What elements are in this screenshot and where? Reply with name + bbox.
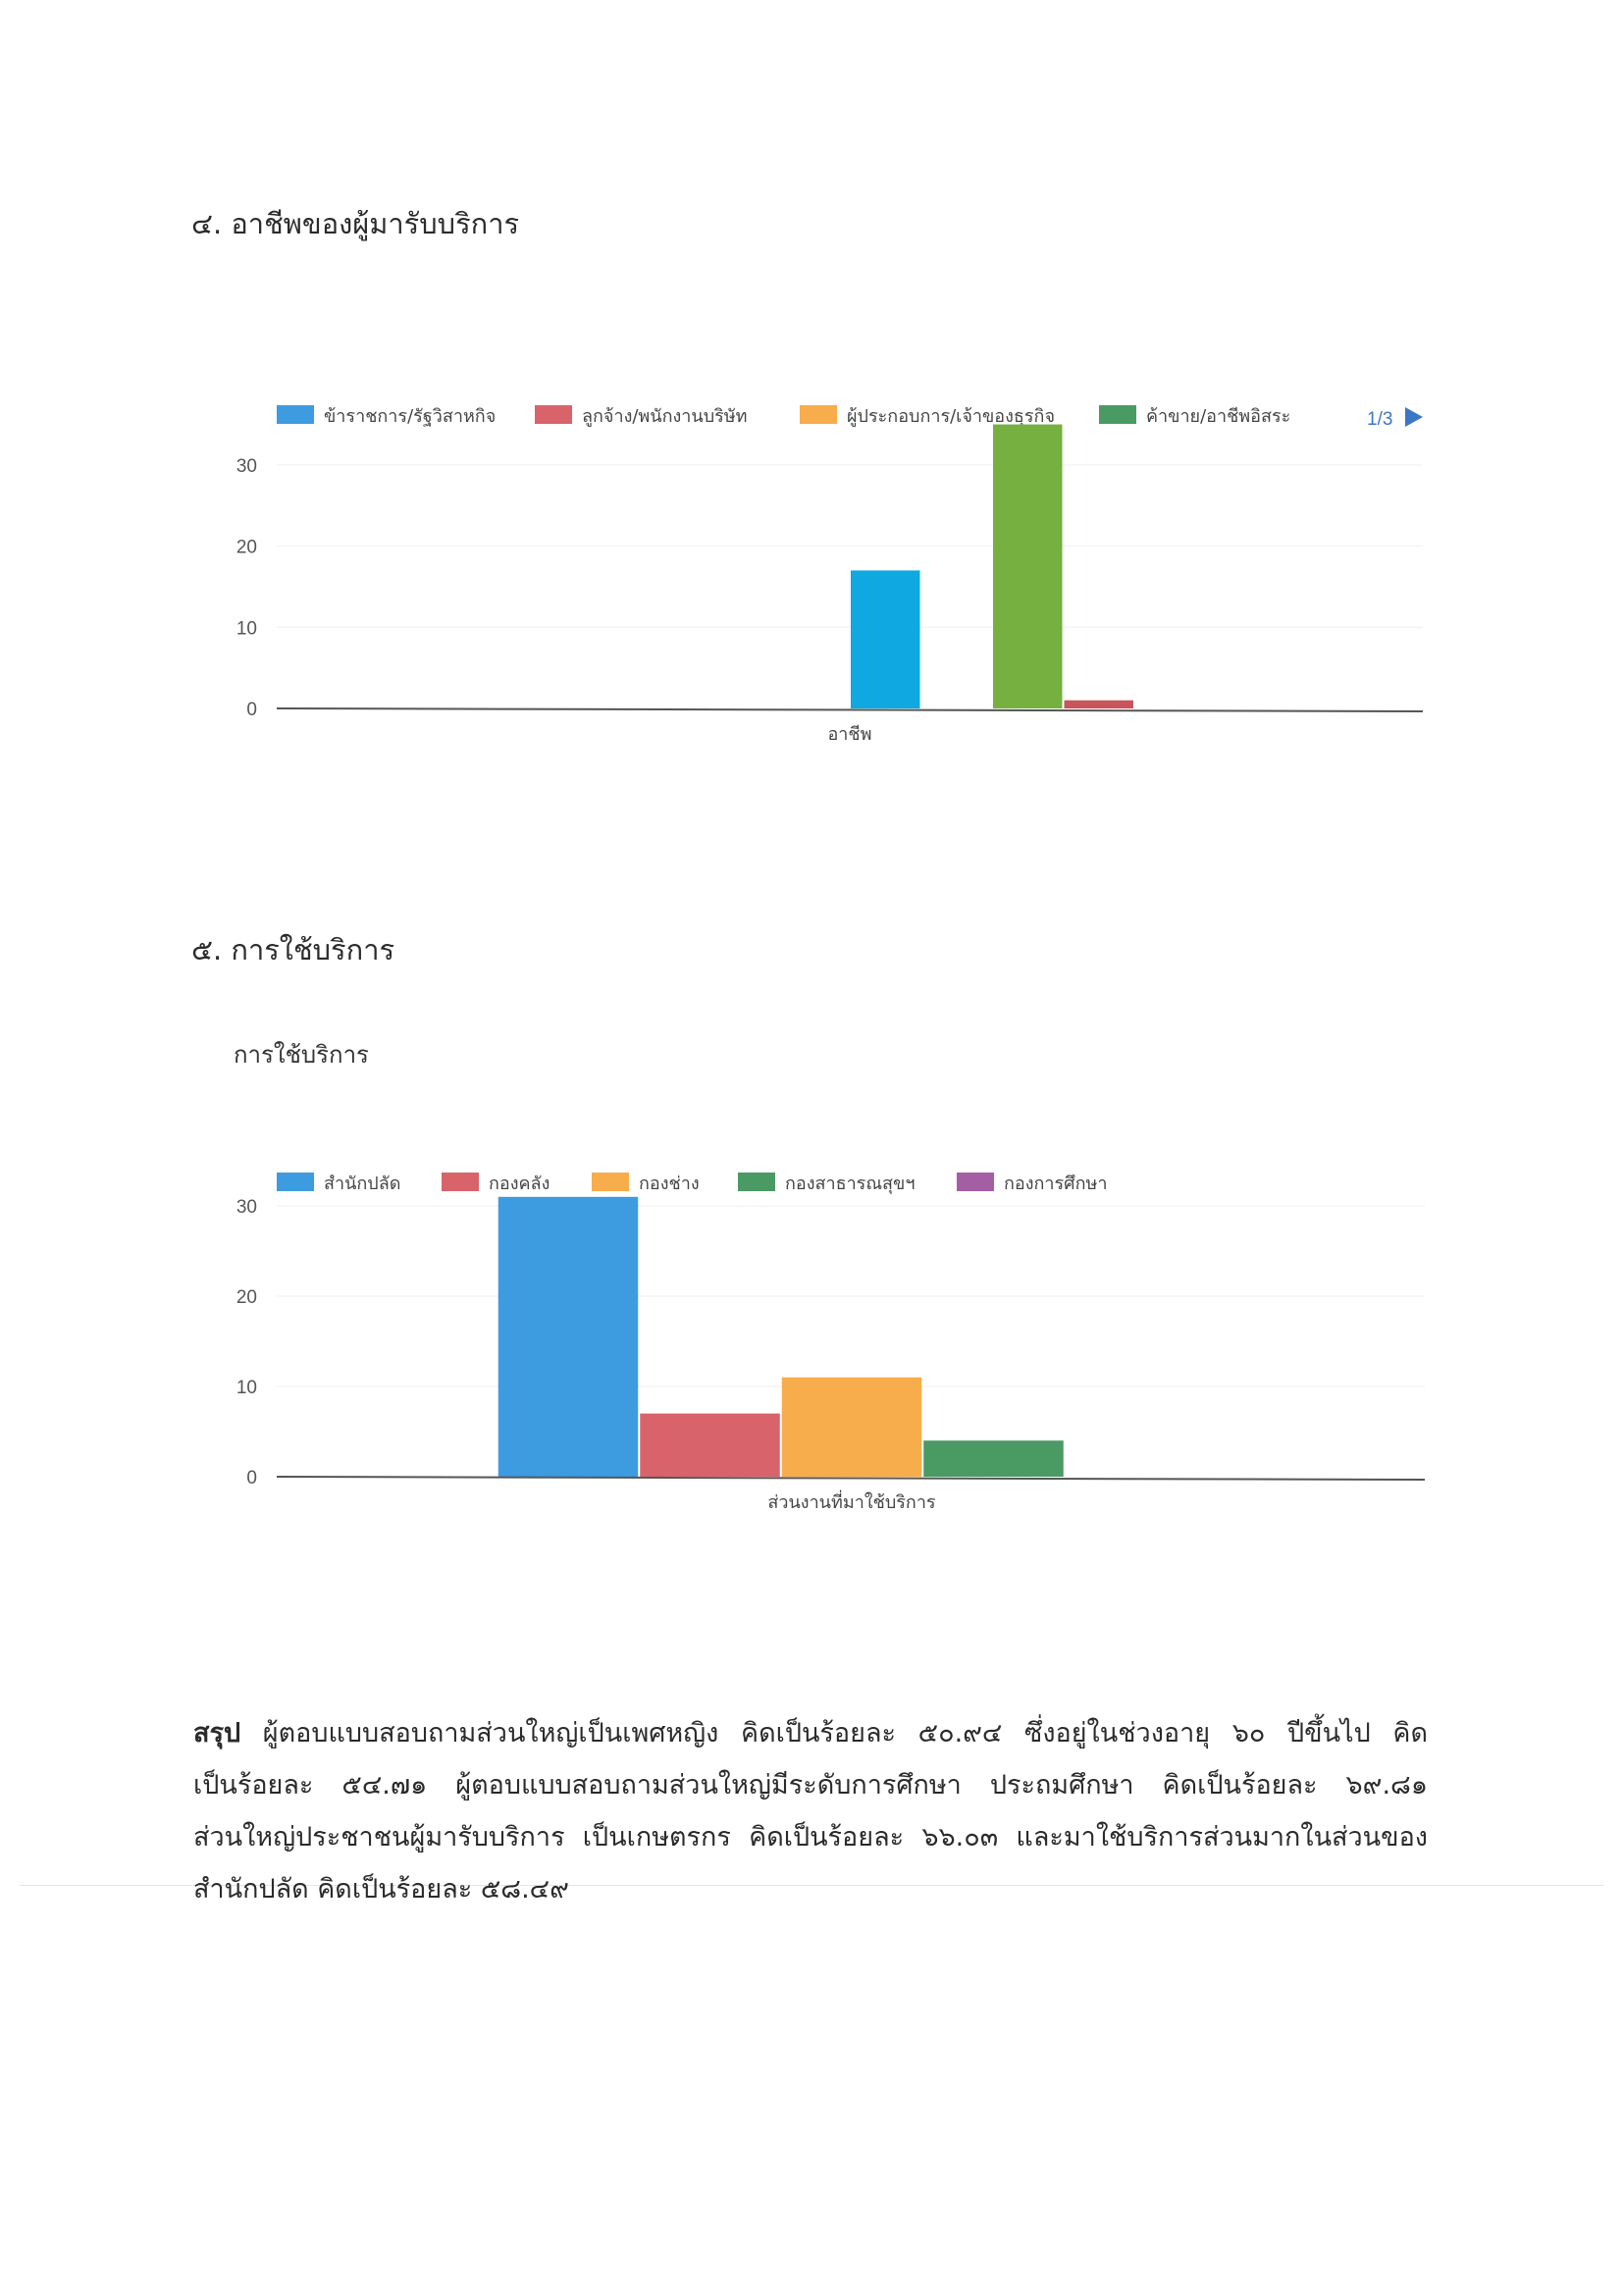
summary-text: ผู้ตอบแบบสอบถามส่วนใหญ่เป็นเพศหญิง คิดเป… (240, 1718, 1428, 1748)
legend-label: กองคลัง (489, 1174, 550, 1194)
legend-swatch (1099, 405, 1136, 424)
legend-label: ข้าราชการ/รัฐวิสาหกิจ (324, 406, 496, 427)
service-usage-bar-chart: 0 10 20 30 สำนักปลัด กองคลัง กองช่าง กองสาธารณส… (236, 1173, 1426, 1513)
legend-page-indicator: 1/3 (1367, 409, 1392, 430)
bar (923, 1440, 1064, 1477)
summary-label: สรุป (193, 1718, 241, 1748)
y-tick-label: 10 (236, 1378, 257, 1398)
bar (1064, 700, 1133, 708)
x-axis-label: ส่วนงานที่มาใช้บริการ (767, 1489, 936, 1513)
legend-pager[interactable]: 1/3 (1367, 407, 1423, 430)
summary-line-3: ส่วนใหญ่ประชาชนผู้มารับบริการ เป็นเกษตรก… (193, 1822, 1428, 1852)
x-axis-label: อาชีพ (828, 724, 872, 745)
legend-label: ค้าขาย/อาชีพอิสระ (1146, 406, 1290, 427)
bar (497, 1196, 639, 1477)
next-page-arrow-icon[interactable] (1405, 407, 1423, 427)
y-tick-label: 0 (246, 1468, 257, 1488)
bar (640, 1413, 780, 1477)
y-tick-label: 20 (236, 538, 257, 558)
legend-label: กองการศึกษา (1004, 1174, 1107, 1194)
y-tick-label: 30 (236, 1197, 257, 1218)
y-tick-label: 0 (246, 700, 257, 720)
legend-swatch (800, 405, 837, 424)
legend-swatch (277, 1173, 314, 1191)
section-4-title: ๔. อาชีพของผู้มารับบริการ (191, 207, 520, 240)
scan-artifact-line (20, 1885, 1603, 1886)
y-tick-label: 30 (236, 456, 257, 477)
legend-label: ลูกจ้าง/พนักงานบริษัท (582, 406, 748, 427)
x-axis-baseline (276, 707, 1424, 712)
legend-swatch (535, 405, 572, 424)
x-axis-baseline (276, 1476, 1426, 1481)
occupation-bar-chart: 0 10 20 30 ข้าราชการ/รัฐวิสาหกิจ ลูกจ้าง/พนัก… (236, 405, 1424, 745)
y-tick-label: 10 (236, 618, 257, 639)
summary-paragraph: สรุป ผู้ตอบแบบสอบถามส่วนใหญ่เป็นเพศหญิง … (193, 1707, 1428, 1915)
y-tick-label: 20 (236, 1287, 257, 1308)
legend-swatch (592, 1173, 629, 1191)
summary-line-1: สรุป ผู้ตอบแบบสอบถามส่วนใหญ่เป็นเพศหญิง … (193, 1707, 1428, 1759)
bar (851, 570, 920, 708)
legend-swatch (957, 1173, 994, 1191)
summary-line-4: สำนักปลัด คิดเป็นร้อยละ ๕๘.๔๙ (193, 1874, 569, 1905)
summary-line-2: เป็นร้อยละ ๕๔.๗๑ ผู้ตอบแบบสอบถามส่วนใหญ่… (193, 1770, 1428, 1800)
legend-label: กองช่าง (639, 1174, 700, 1194)
legend-label: สำนักปลัด (324, 1174, 400, 1194)
section-5-title: ๕. การใช้บริการ (191, 933, 395, 966)
legend-label: ผู้ประกอบการ/เจ้าของธุรกิจ (847, 406, 1055, 427)
legend-swatch (442, 1173, 479, 1191)
bar (781, 1377, 922, 1477)
legend-label: กองสาธารณสุขฯ (785, 1174, 915, 1194)
legend-swatch (277, 405, 314, 424)
legend-swatch (738, 1173, 775, 1191)
bar (993, 424, 1063, 708)
service-chart-title: การใช้บริการ (234, 1041, 369, 1069)
